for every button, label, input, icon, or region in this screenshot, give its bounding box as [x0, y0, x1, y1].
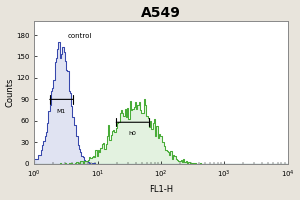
Title: A549: A549: [141, 6, 181, 20]
Text: h0: h0: [128, 131, 136, 136]
Y-axis label: Counts: Counts: [6, 78, 15, 107]
Text: control: control: [67, 33, 92, 39]
Text: M1: M1: [57, 109, 66, 114]
X-axis label: FL1-H: FL1-H: [149, 185, 173, 194]
